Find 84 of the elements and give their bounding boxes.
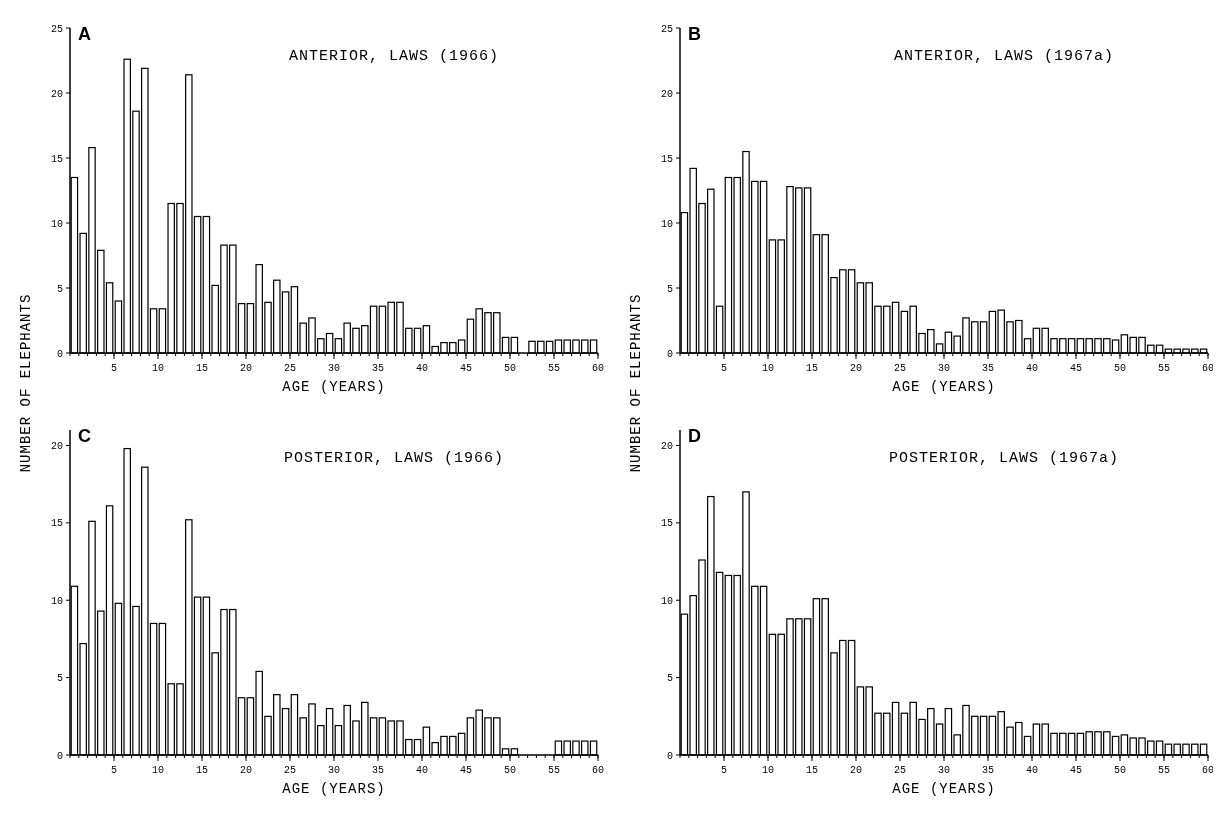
x-tick-label: 35: [981, 765, 995, 776]
x-tick-label: 55: [547, 765, 561, 776]
y-tick-label: 0: [56, 750, 63, 762]
x-tick-label: 25: [893, 765, 907, 776]
x-tick-label: 5: [720, 765, 728, 776]
x-tick-label: 55: [1157, 363, 1171, 374]
y-tick-label: 5: [56, 673, 63, 685]
y-axis-title: NUMBER OF ELEPHANTS: [628, 293, 644, 473]
x-tick-label: 35: [371, 765, 385, 776]
x-tick-label: 10: [151, 765, 165, 776]
x-tick-label: 15: [195, 765, 209, 776]
y-tick-label: 5: [56, 283, 63, 295]
y-tick-label: 0: [56, 348, 63, 360]
y-tick-label: 0: [666, 348, 673, 360]
y-tick-label: 20: [660, 88, 673, 100]
y-tick-label: 0: [666, 750, 673, 762]
x-tick-label: 50: [1113, 363, 1127, 374]
x-axis-title: AGE (YEARS): [282, 781, 386, 797]
annotation: A: [78, 24, 91, 44]
y-tick-label: 25: [660, 23, 673, 35]
x-tick-label: 60: [1201, 765, 1215, 776]
x-axis-title: AGE (YEARS): [892, 781, 996, 797]
x-tick-label: 30: [327, 765, 341, 776]
text: POSTERIOR, LAWS (1966): [283, 450, 505, 467]
x-axis-title: AGE (YEARS): [892, 379, 996, 395]
x-tick-label: 40: [415, 765, 429, 776]
x-tick-label: 15: [195, 363, 209, 374]
x-tick-label: 25: [283, 363, 297, 374]
y-tick-label: 15: [660, 518, 673, 530]
x-tick-label: 20: [849, 363, 863, 374]
x-tick-label: 50: [503, 363, 517, 374]
x-tick-label: 10: [151, 363, 165, 374]
y-tick-label: 10: [660, 595, 673, 607]
y-tick-label: 10: [50, 595, 63, 607]
annotation: D: [688, 426, 701, 446]
x-tick-label: 25: [283, 765, 297, 776]
x-tick-label: 20: [239, 363, 253, 374]
y-tick-label: 15: [50, 153, 63, 165]
x-tick-label: 30: [327, 363, 341, 374]
x-tick-label: 5: [110, 363, 118, 374]
x-tick-label: 15: [805, 765, 819, 776]
text: POSTERIOR, LAWS (1967a): [888, 450, 1120, 467]
x-tick-label: 15: [805, 363, 819, 374]
x-tick-label: 55: [547, 363, 561, 374]
y-tick-label: 15: [50, 518, 63, 530]
x-tick-label: 5: [110, 765, 118, 776]
x-axis-title: AGE (YEARS): [282, 379, 386, 395]
x-tick-label: 45: [459, 363, 473, 374]
x-tick-label: 40: [1025, 765, 1039, 776]
x-tick-label: 60: [591, 765, 605, 776]
x-tick-label: 45: [1069, 363, 1083, 374]
text: ANTERIOR, LAWS (1967a): [893, 48, 1115, 65]
annotation: C: [78, 426, 91, 446]
x-tick-label: 45: [459, 765, 473, 776]
y-tick-label: 20: [50, 88, 63, 100]
y-tick-label: 10: [660, 218, 673, 230]
x-tick-label: 20: [849, 765, 863, 776]
y-axis-title: NUMBER OF ELEPHANTS: [18, 293, 34, 473]
x-tick-label: 35: [981, 363, 995, 374]
y-tick-label: 5: [666, 673, 673, 685]
text: ANTERIOR, LAWS (1966): [288, 48, 500, 65]
x-tick-label: 50: [503, 765, 517, 776]
x-tick-label: 20: [239, 765, 253, 776]
x-tick-label: 25: [893, 363, 907, 374]
x-tick-label: 5: [720, 363, 728, 374]
x-tick-label: 30: [937, 765, 951, 776]
y-tick-label: 10: [50, 218, 63, 230]
x-tick-label: 60: [1201, 363, 1215, 374]
x-tick-label: 50: [1113, 765, 1127, 776]
y-tick-label: 5: [666, 283, 673, 295]
x-tick-label: 40: [1025, 363, 1039, 374]
x-tick-label: 35: [371, 363, 385, 374]
x-tick-label: 10: [761, 363, 775, 374]
annotation: B: [688, 24, 701, 44]
y-tick-label: 20: [660, 440, 673, 452]
x-tick-label: 30: [937, 363, 951, 374]
y-tick-label: 20: [50, 440, 63, 452]
y-tick-label: 25: [50, 23, 63, 35]
x-tick-label: 45: [1069, 765, 1083, 776]
x-tick-label: 40: [415, 363, 429, 374]
y-tick-label: 15: [660, 153, 673, 165]
x-tick-label: 60: [591, 363, 605, 374]
x-tick-label: 10: [761, 765, 775, 776]
x-tick-label: 55: [1157, 765, 1171, 776]
